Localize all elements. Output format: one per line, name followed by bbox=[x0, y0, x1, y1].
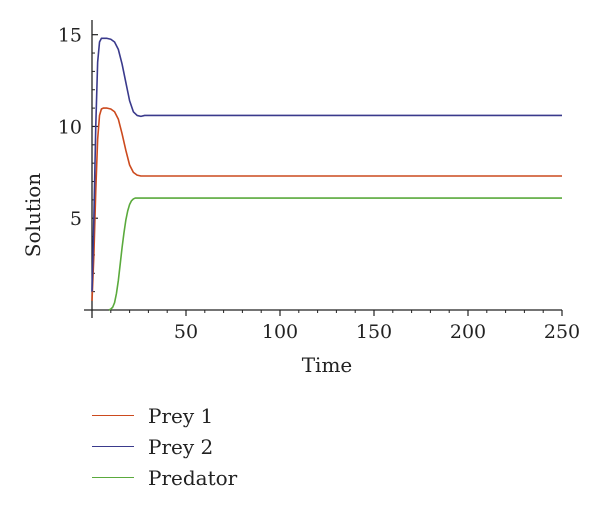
series-line-1 bbox=[91, 107, 562, 301]
legend: Prey 1 Prey 2 Predator bbox=[92, 400, 237, 493]
legend-swatch bbox=[92, 446, 134, 447]
legend-swatch bbox=[92, 477, 134, 478]
x-tick-label: 250 bbox=[544, 321, 580, 343]
x-axis: 50 100 150 200 250 bbox=[84, 309, 580, 343]
y-tick-label: 10 bbox=[58, 116, 82, 138]
legend-swatch bbox=[92, 415, 134, 416]
series-lines bbox=[91, 37, 562, 311]
x-tick-label: 150 bbox=[356, 321, 392, 343]
legend-label: Prey 2 bbox=[148, 434, 214, 459]
legend-label: Predator bbox=[148, 465, 238, 490]
legend-item: Predator bbox=[92, 462, 237, 493]
y-tick-label: 15 bbox=[58, 25, 82, 47]
legend-item: Prey 1 bbox=[92, 400, 237, 431]
y-tick-label: 5 bbox=[70, 208, 82, 230]
legend-item: Prey 2 bbox=[92, 431, 237, 462]
series-line-2 bbox=[91, 37, 562, 292]
x-tick-label: 100 bbox=[262, 321, 298, 343]
x-axis-label: Time bbox=[302, 353, 353, 377]
y-axis-label: Solution bbox=[21, 173, 45, 257]
x-tick-label: 200 bbox=[450, 321, 486, 343]
legend-label: Prey 1 bbox=[148, 403, 214, 428]
series-line-3 bbox=[108, 197, 562, 311]
line-chart: 5 10 15 50 100 150 200 250 Time Solution bbox=[21, 20, 580, 377]
x-tick-label: 50 bbox=[174, 321, 198, 343]
